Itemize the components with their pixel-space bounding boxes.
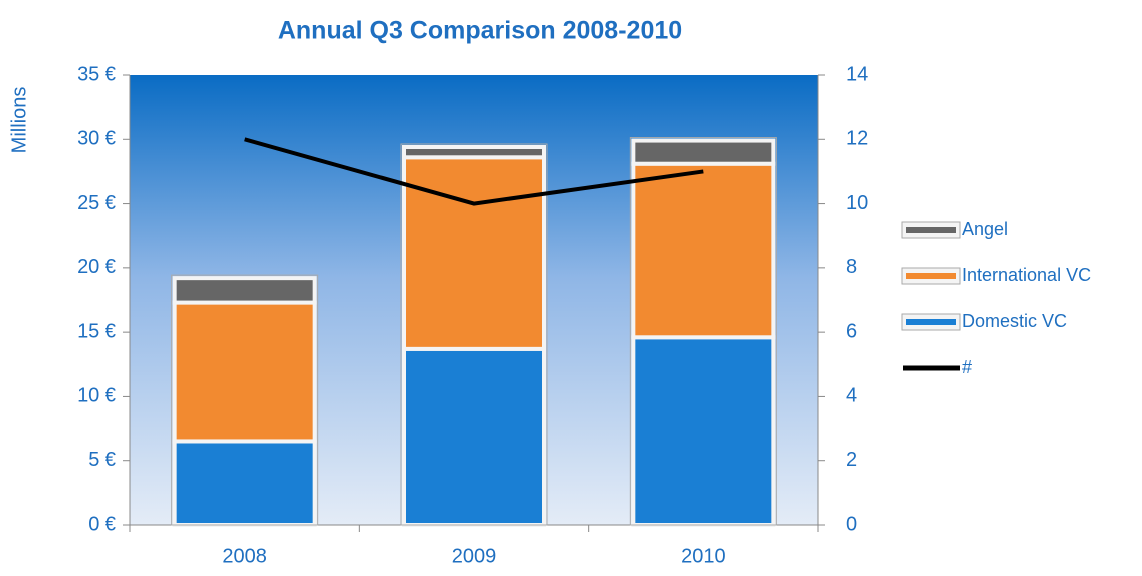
legend-label: # [962, 357, 972, 377]
y-tick-label: 25 € [77, 192, 116, 214]
y-axis-title: Millions [8, 87, 30, 154]
bar-segment [402, 155, 546, 351]
legend-label: International VC [962, 265, 1091, 285]
y-tick-label: 10 € [77, 385, 116, 407]
x-tick-label: 2008 [222, 545, 267, 567]
bar-outline [171, 274, 319, 526]
y2-tick-label: 10 [846, 192, 868, 214]
bar-segment [402, 346, 546, 527]
legend-swatch [906, 227, 956, 233]
y-tick-label: 5 € [88, 449, 116, 471]
y-tick-label: 30 € [77, 128, 116, 150]
legend-swatch [906, 319, 956, 325]
bar-segment [172, 300, 317, 444]
y2-tick-label: 6 [846, 320, 857, 342]
chart-title: Annual Q3 Comparison 2008-2010 [278, 17, 682, 45]
y2-tick-label: 2 [846, 449, 857, 471]
bar-outline [400, 143, 548, 526]
line-series [244, 137, 704, 206]
legend-swatch [906, 273, 956, 279]
x-tick-label: 2009 [452, 545, 497, 567]
bar-segment [631, 138, 776, 166]
y-tick-label: 35 € [77, 63, 116, 85]
y2-tick-label: 0 [846, 513, 857, 535]
y-tick-label: 15 € [77, 320, 116, 342]
y2-tick-label: 4 [846, 385, 857, 407]
bar-outline [629, 137, 777, 526]
legend-label: Domestic VC [962, 311, 1067, 331]
bar-segment [631, 161, 776, 340]
y-tick-label: 0 € [88, 513, 116, 535]
bar-segment [172, 276, 317, 305]
bar-segment [402, 145, 546, 160]
bar-segment [172, 439, 317, 527]
x-tick-label: 2010 [681, 545, 726, 567]
bar-segment [631, 335, 776, 527]
legend-label: Angel [962, 219, 1008, 239]
y-tick-label: 20 € [77, 256, 116, 278]
y2-tick-label: 12 [846, 128, 868, 150]
y2-tick-label: 8 [846, 256, 857, 278]
y2-tick-label: 14 [846, 63, 868, 85]
